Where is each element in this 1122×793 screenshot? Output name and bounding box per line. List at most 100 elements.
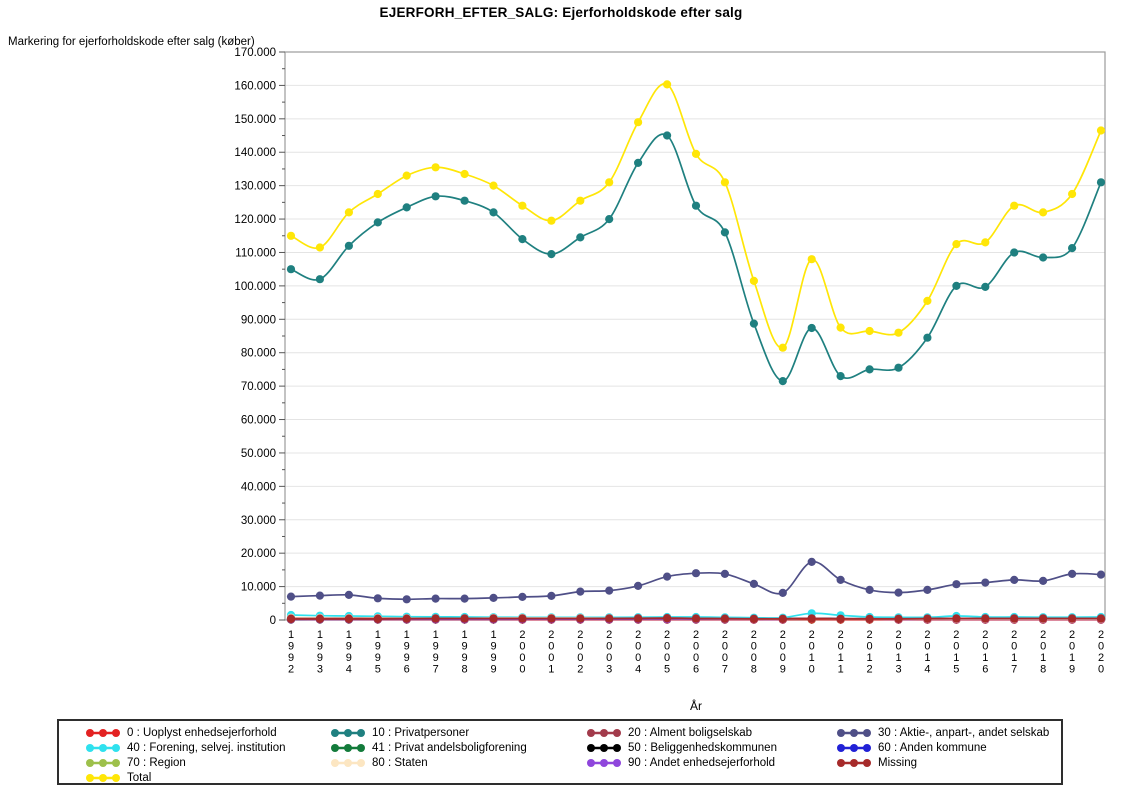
data-point — [547, 614, 556, 623]
legend-marker-icon — [86, 758, 120, 767]
data-point — [518, 614, 527, 623]
data-point — [778, 377, 787, 386]
legend-item: 70 : Region — [85, 755, 286, 770]
data-point — [952, 281, 961, 290]
legend-marker-icon — [587, 743, 621, 752]
legend-item: Total — [85, 770, 286, 785]
data-point — [749, 614, 759, 624]
data-point — [663, 131, 672, 140]
data-point — [865, 585, 874, 595]
series-10 — [286, 131, 1106, 386]
data-point — [373, 189, 382, 199]
data-point — [807, 614, 816, 623]
data-point — [894, 614, 903, 624]
legend-item: 10 : Privatpersoner — [330, 725, 527, 740]
data-point — [286, 592, 296, 601]
y-tick-label: 110.000 — [235, 247, 276, 259]
y-tick-label: 170.000 — [234, 47, 276, 59]
legend-item-label: 90 : Andet enhedsejerforhold — [628, 756, 776, 769]
data-point — [1068, 569, 1077, 579]
data-point — [923, 585, 932, 595]
data-point — [547, 216, 556, 225]
data-point — [1039, 576, 1048, 586]
y-tick-label: 80.000 — [241, 348, 276, 360]
data-point — [402, 614, 411, 623]
legend-item-label: 80 : Staten — [372, 756, 428, 769]
legend-marker-icon — [86, 728, 120, 737]
data-point — [952, 240, 961, 249]
data-point — [547, 250, 556, 259]
data-point — [489, 181, 498, 190]
data-point — [315, 243, 324, 252]
y-tick-label: 130.000 — [234, 181, 276, 193]
data-point — [836, 323, 845, 332]
data-point — [778, 588, 787, 598]
data-point — [518, 235, 527, 244]
data-point — [431, 594, 440, 603]
data-point — [1010, 614, 1019, 623]
legend-item: 60 : Anden kommune — [836, 740, 1049, 755]
legend-marker-icon — [837, 728, 871, 737]
data-point — [981, 238, 990, 247]
data-point — [720, 228, 730, 237]
data-point — [518, 592, 527, 602]
data-point — [865, 326, 874, 336]
data-point — [460, 614, 469, 623]
legend-item-label: 70 : Region — [127, 756, 186, 769]
data-point — [836, 575, 845, 585]
data-point — [691, 614, 701, 623]
data-point — [720, 614, 730, 623]
data-point — [894, 363, 903, 372]
legend-item: 90 : Andet enhedsejerforhold — [586, 755, 777, 770]
plot-frame — [284, 51, 1106, 621]
legend-item-label: 0 : Uoplyst enhedsejerforhold — [127, 726, 277, 739]
data-point — [778, 614, 787, 624]
legend-marker-icon — [86, 773, 120, 782]
data-point — [691, 569, 701, 578]
data-point — [778, 343, 787, 352]
y-tick-label: 0 — [270, 615, 276, 627]
data-point — [923, 614, 932, 623]
chart-canvas: 0 10.000 20.000 30.000 40.000 50.000 60.000 70.… — [234, 47, 1106, 713]
y-tick-label: 120.000 — [234, 214, 276, 226]
data-point — [344, 614, 353, 624]
y-tick-label: 140.000 — [234, 147, 276, 159]
series-missing — [286, 614, 1106, 624]
y-tick-label: 100.000 — [234, 281, 276, 293]
data-point — [836, 614, 845, 624]
data-point — [344, 241, 353, 250]
legend-column: 10 : Privatpersoner 41 : Privat andelsbol… — [330, 725, 527, 770]
data-point — [1068, 244, 1077, 253]
legend-marker-icon — [587, 758, 621, 767]
legend-item: 0 : Uoplyst enhedsejerforhold — [85, 725, 286, 740]
data-point — [1039, 208, 1048, 217]
data-point — [402, 171, 411, 180]
data-point — [1096, 178, 1106, 187]
data-point — [605, 614, 614, 623]
data-point — [402, 203, 411, 212]
data-point — [576, 614, 585, 623]
legend-column: 0 : Uoplyst enhedsejerforhold 40 : Foreni… — [85, 725, 286, 785]
data-point — [663, 80, 672, 89]
data-point — [489, 614, 498, 623]
data-point — [1096, 570, 1106, 579]
data-point — [1010, 201, 1019, 210]
data-point — [634, 614, 643, 623]
data-point — [894, 588, 903, 597]
data-point — [807, 323, 816, 333]
